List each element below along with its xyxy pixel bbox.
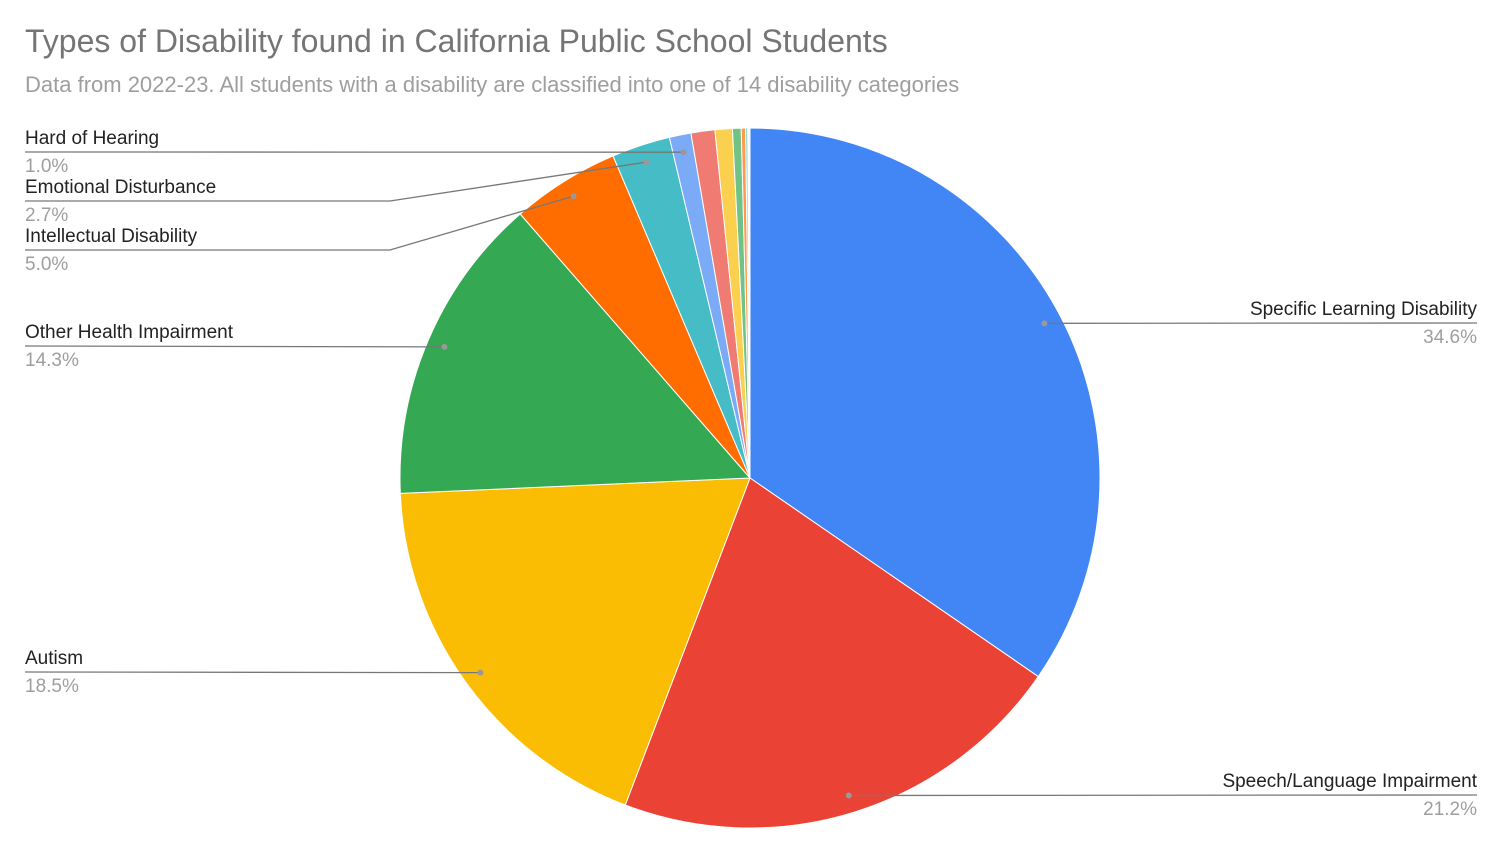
leader-line [25,195,574,251]
leader-line [25,161,647,202]
pie-slice [624,477,1039,829]
leader-dot [845,792,852,799]
pie-slice [399,477,751,806]
chart-title: Types of Disability found in California … [25,23,888,59]
slice-label: Hard of Hearing [25,128,159,149]
leader-dot [643,159,650,166]
slice-label: Emotional Disturbance [25,177,216,198]
pie-slice [399,213,752,494]
leader-line [24,345,445,348]
slice-value-label: 2.7% [25,205,68,226]
slice-label: Autism [25,648,83,669]
leader-line [24,671,481,674]
slice-value-label: 21.2% [1423,799,1477,820]
slice-label: Other Health Impairment [25,322,234,343]
leader-dot [1041,320,1048,327]
pie-slice [748,127,751,479]
slice-label: Intellectual Disability [25,226,198,247]
slice-value-label: 14.3% [25,350,79,371]
pie-slice [749,127,1101,678]
slice-value-label: 5.0% [25,254,68,275]
slice-value-label: 1.0% [25,156,68,177]
leader-dot [570,193,577,200]
slice-value-label: 34.6% [1423,327,1477,348]
leader-dot [477,669,484,676]
slice-label: Specific Learning Disability [1250,299,1478,320]
slice-value-label: 18.5% [25,676,79,697]
chart-subtitle: Data from 2022-23. All students with a d… [25,72,959,97]
slice-label: Speech/Language Impairment [1222,771,1477,792]
leader-dot [441,343,448,350]
leader-dot [680,149,687,156]
